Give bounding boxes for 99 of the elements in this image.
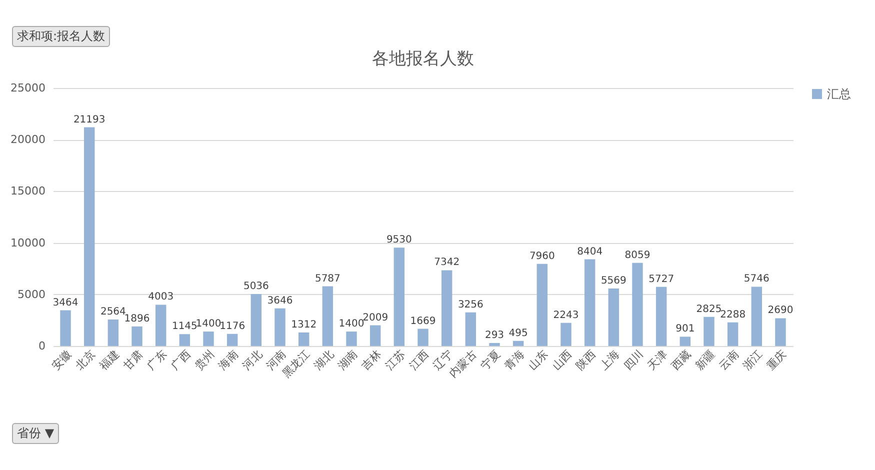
x-tick-label: 山东 [526,348,551,373]
bar [60,310,71,346]
data-label: 5569 [600,276,626,287]
x-tick-label: 上海 [597,348,622,373]
data-label: 1400 [196,318,222,330]
data-label: 1896 [124,313,150,324]
bar [298,332,310,346]
data-label: 1400 [338,318,364,330]
y-tick-label: 25000 [10,82,46,94]
bar [155,304,166,346]
bar [775,318,786,346]
bar [584,259,596,346]
bar [632,262,643,346]
bar [441,270,452,346]
data-label: 2564 [100,306,126,318]
data-label: 2288 [720,309,746,320]
bar [84,127,95,346]
x-tick-label: 陕西 [574,348,598,373]
bar [394,248,405,346]
data-label: 5787 [314,273,340,284]
bar [656,286,667,346]
data-label: 5746 [744,274,770,285]
text: 省份 ▼ [12,423,60,444]
data-label: 1669 [410,316,436,327]
bar [489,342,500,346]
data-label: 8059 [624,250,650,261]
data-label: 3646 [267,295,293,306]
x-tick-label: 宁夏 [478,348,503,373]
data-label: 1145 [172,321,198,332]
x-tick-label: 浙江 [740,348,766,373]
x-tick-label: 山西 [550,348,574,373]
y-tick-label: 5000 [18,288,46,301]
data-label: 2243 [553,310,579,321]
data-label: 21193 [73,114,106,126]
x-tick-label: 湖南 [335,348,360,373]
bar [727,322,738,346]
x-tick-label: 重庆 [764,348,789,373]
x-tick-label: 甘肃 [120,348,146,373]
data-label: 1312 [291,319,317,330]
x-tick-label: 安徽 [49,348,74,373]
bar [560,322,572,346]
bar [179,334,190,346]
y-tick-label: 20000 [10,133,46,146]
data-label: 1176 [220,320,246,332]
bar [751,286,762,346]
bar [536,264,548,346]
data-label: 495 [508,328,528,339]
data-label: 3464 [52,297,78,308]
data-label: 7342 [434,257,460,268]
bar [226,334,238,346]
x-tick-label: 福建 [96,348,122,373]
y-tick-label: 15000 [10,184,46,198]
x-tick-label: 吉林 [359,348,384,373]
bar [250,294,262,346]
bar [680,336,691,346]
text: 求和项:报名人数 [12,26,110,47]
bar [322,286,334,346]
bar [465,312,476,346]
data-label: 8404 [577,246,603,258]
bar [704,316,714,346]
x-tick-label: 河北 [240,348,265,373]
bar [512,340,524,346]
data-label: 293 [484,330,504,341]
bar [274,308,286,346]
x-tick-label: 江苏 [382,348,408,373]
x-tick-label: 广东 [144,348,170,373]
x-tick-label: 广西 [168,348,194,373]
x-tick-label: 贵州 [192,348,217,373]
x-tick-label: 西藏 [668,348,694,373]
data-label: 9530 [386,234,412,246]
x-tick-label: 天津 [645,348,670,373]
x-tick-label: 江西 [406,348,432,373]
data-label: 5036 [243,281,269,292]
data-label: 5727 [648,274,674,285]
x-tick-label: 海南 [216,348,241,373]
bar [418,328,428,346]
x-tick-label: 北京 [73,348,98,373]
bar [108,320,119,346]
y-tick-label: 10000 [10,236,46,250]
legend-label: 汇总 [827,87,851,101]
x-tick-label: 云南 [716,348,742,373]
data-label: 3256 [458,299,484,310]
chart-title: 各地报名人数 [372,49,474,69]
data-label: 2825 [696,304,722,315]
x-tick-label: 湖北 [311,348,336,373]
data-label: 901 [676,324,695,335]
x-tick-label: 新疆 [692,348,718,373]
x-tick-label: 四川 [621,348,646,373]
y-tick-label: 0 [38,340,46,352]
data-label: 7960 [529,250,555,262]
bar [203,332,214,346]
x-tick-label: 青海 [502,348,527,373]
bar [608,288,620,346]
bar [370,325,381,346]
data-label: 2690 [768,305,794,316]
data-label: 2009 [362,312,388,324]
bar [132,326,142,346]
data-label: 4003 [148,292,174,303]
bar [346,332,357,346]
